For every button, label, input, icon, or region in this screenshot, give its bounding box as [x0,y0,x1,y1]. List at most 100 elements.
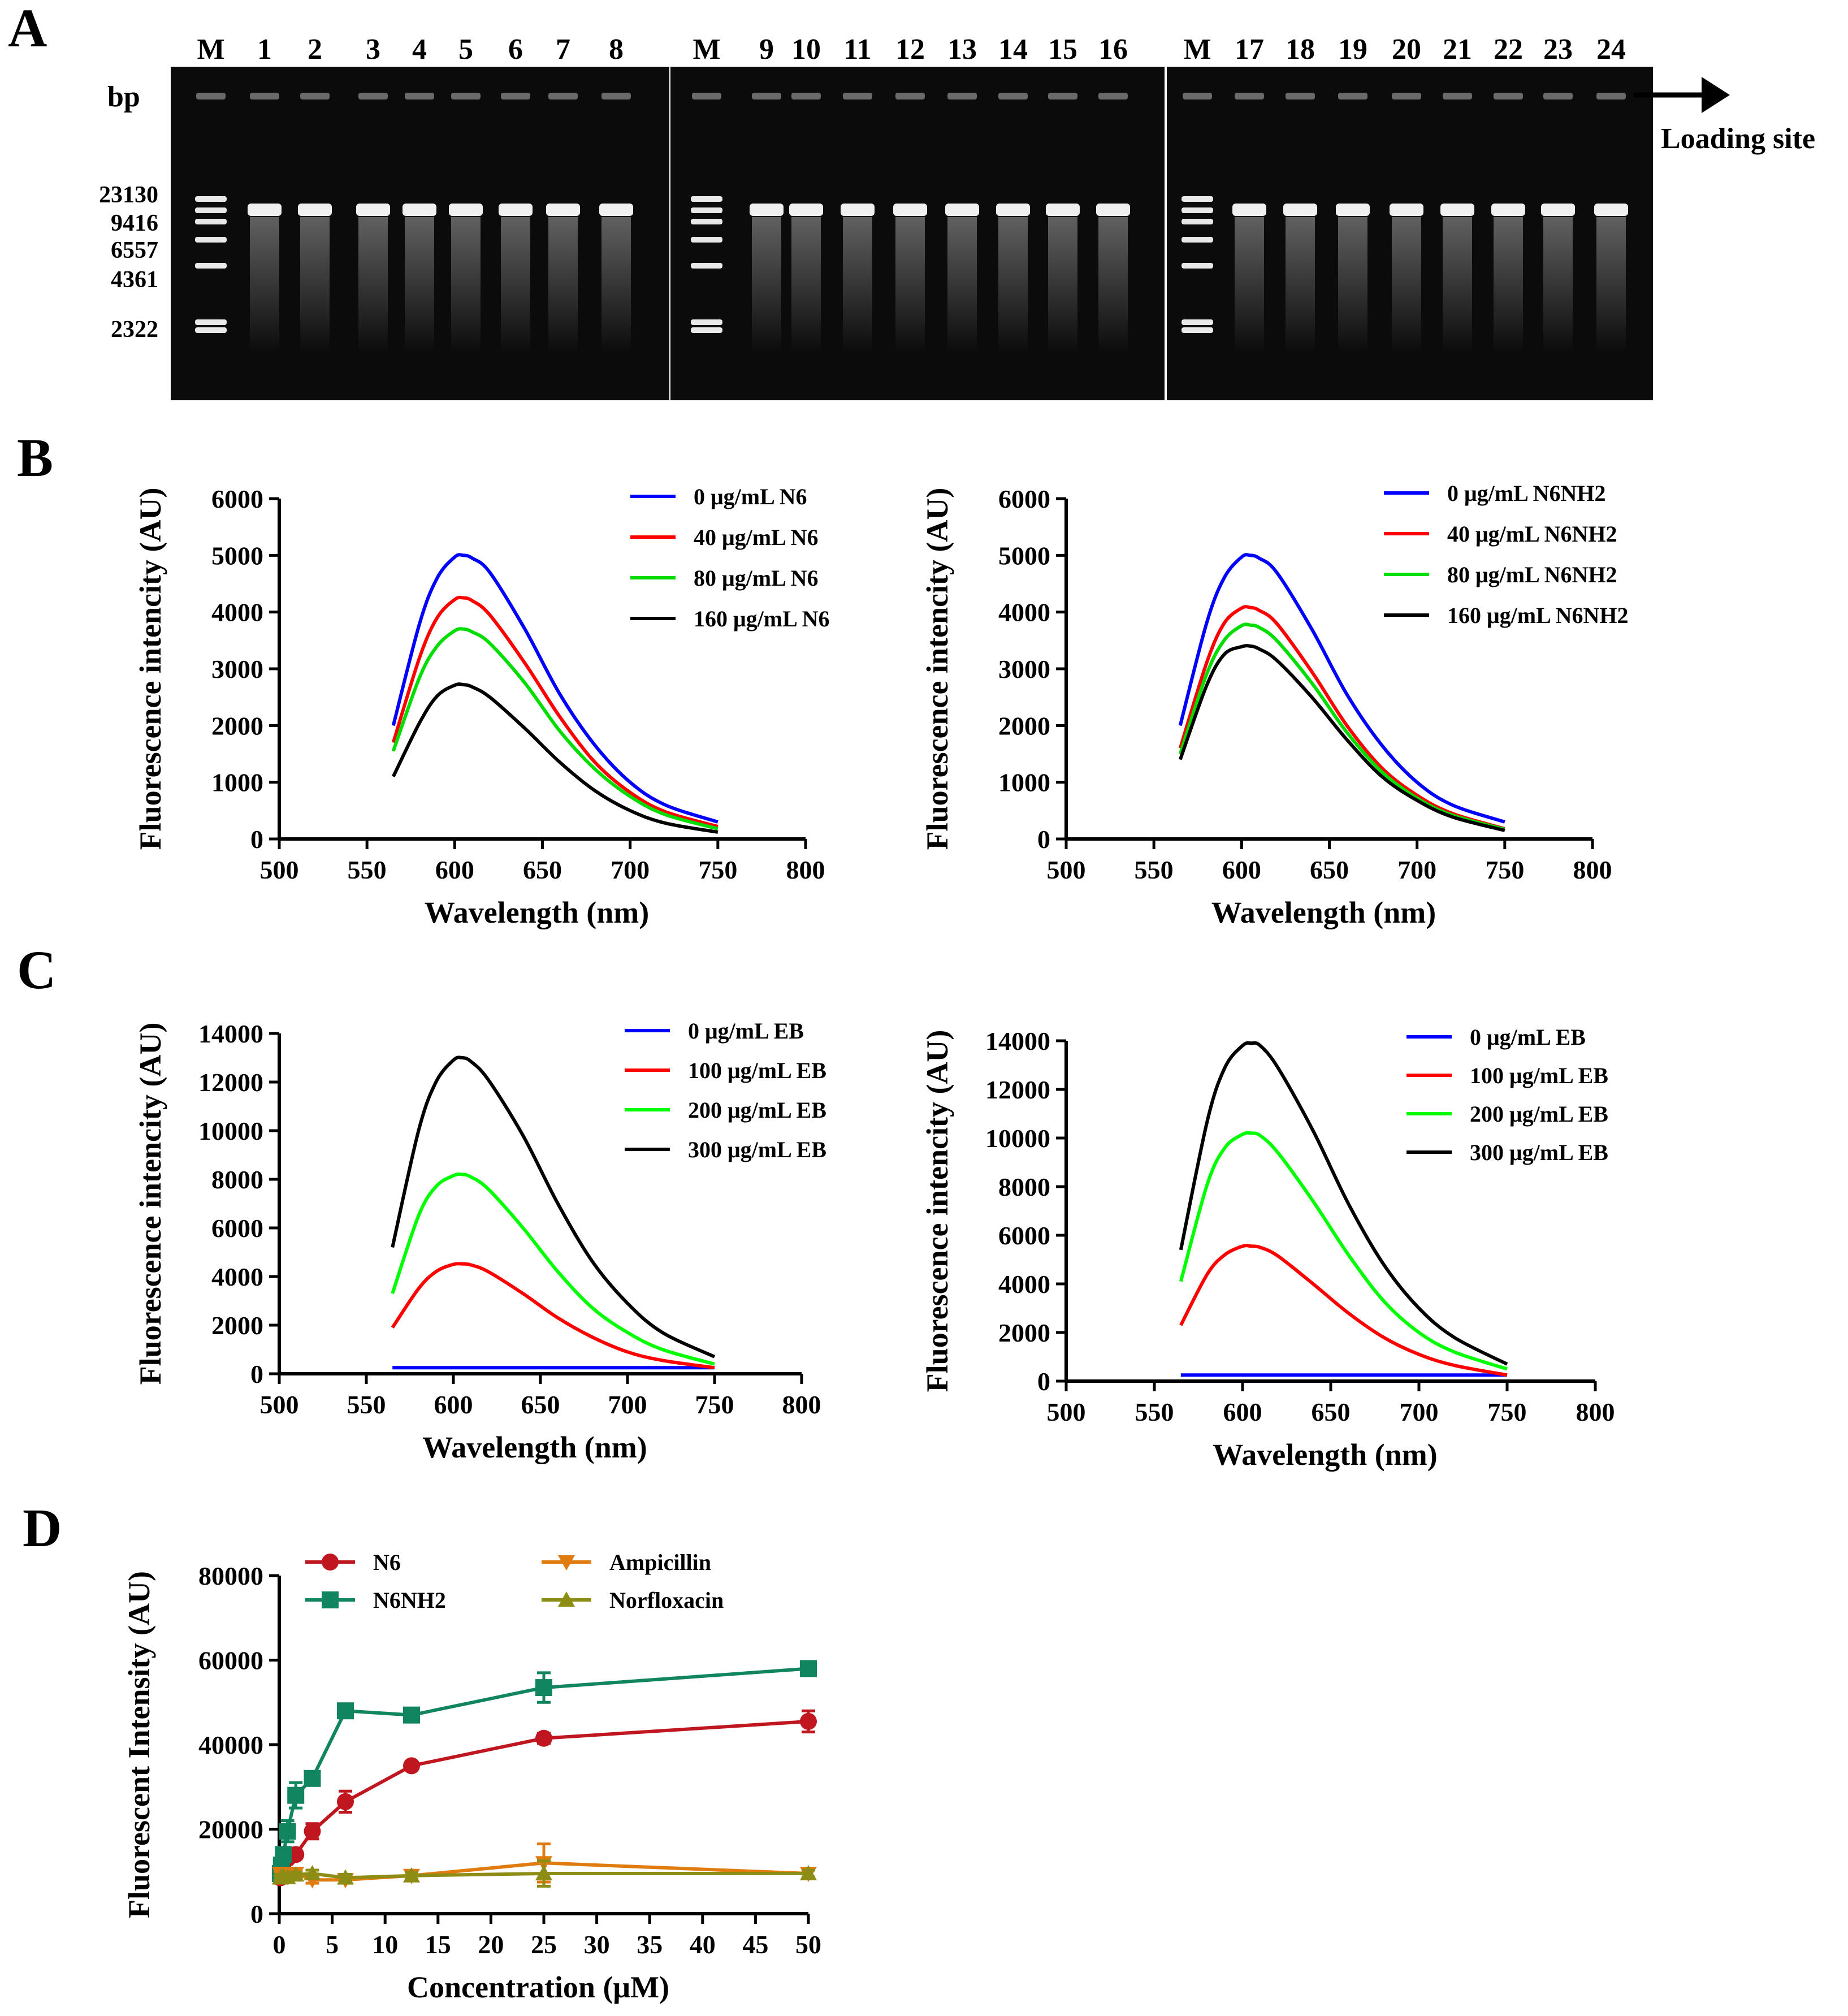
dna-smear [1543,217,1573,353]
y-tick-label-0: 0 [250,1900,263,1928]
dna-band [449,204,483,216]
lane-label-3: 3 [366,33,380,66]
well [358,93,388,99]
marker-band [691,207,722,213]
x-tick-label-500: 500 [1047,855,1086,884]
x-tick-label-700: 700 [1397,855,1436,884]
well [752,93,781,99]
series-200-g-ml-eb [391,1172,715,1366]
chart-c-left: 500 550 600 650 700 750 8000200040006000800010… [133,1018,826,1464]
series-line [1179,1244,1508,1377]
y-tick-label-5000: 5000 [211,541,263,570]
legend-label-200-g-ml-eb: 200 μg/mL EB [688,1097,826,1123]
marker-triangle-up [337,1869,354,1885]
legend: 0 μg/mL N6NH2 40 μg/mL N6NH2 80 μg/mL N6NH… [1384,481,1628,628]
legend-label-100-g-ml-eb: 100 μg/mL EB [1470,1063,1608,1088]
series-line [1179,1131,1508,1371]
series-200-g-ml-eb [1179,1131,1508,1371]
marker-triangle-up [558,1591,575,1607]
x-tick-label-800: 800 [1576,1398,1615,1426]
dna-smear [1443,217,1472,353]
x-tick-label-50: 50 [795,1930,821,1959]
dna-band [1096,204,1130,216]
dna-smear [1392,217,1421,353]
dna-smear [843,217,872,353]
y-axis-title: Fluorescence intencity (AU) [133,1023,167,1385]
lane-label-21: 21 [1443,33,1472,66]
x-axis-title: Wavelength (nm) [422,1430,647,1464]
lane-label-7: 7 [556,33,570,66]
x-tick-label-750: 750 [698,855,737,884]
marker-size-6557: 6557 [111,237,158,263]
arrow-right-icon [1702,77,1730,113]
marker-triangle-up [800,1864,817,1880]
y-tick-label-8000: 8000 [998,1173,1050,1201]
panel-d-letter: D [23,1498,62,1558]
marker-band [195,263,227,269]
y-axis-title: Fluorescence intencity (AU) [920,488,954,850]
legend-label-ampicillin: Ampicillin [609,1550,711,1575]
lane-label-5: 5 [458,33,473,66]
x-tick-label-0: 0 [273,1930,286,1959]
well [451,93,481,99]
marker-triangle-up [304,1864,321,1880]
dna-band [1232,204,1266,216]
y-tick-label-1000: 1000 [998,768,1050,797]
marker-square [403,1706,420,1724]
x-tick-label-550: 550 [1135,1398,1174,1426]
series-line [1178,622,1505,831]
well [1596,93,1626,99]
dna-smear [548,217,578,353]
series-line [1178,605,1505,830]
x-axis-title: Wavelength (nm) [1213,1438,1438,1472]
legend-label-40-g-ml-n6nh2: 40 μg/mL N6NH2 [1447,521,1617,547]
series-0-g-ml-n6 [391,553,719,824]
dna-smear [895,217,925,353]
chart-c-right: 500 550 600 650 700 750 8000200040006000800010… [920,1024,1615,1472]
lane-label-22: 22 [1494,33,1523,66]
x-tick-label-700: 700 [608,1390,647,1419]
dna-smear [405,217,434,353]
x-axis-title: Concentration (μM) [407,1970,669,2004]
marker-circle [535,1729,552,1747]
series-line [1178,644,1505,832]
well [548,93,578,99]
marker-triangle-up [287,1866,305,1882]
legend-label-0-g-ml-n6: 0 μg/mL N6 [694,484,807,509]
chart-b-n6: 500 550 600 650 700 750 800 0 1000 2000 3000 4000 50… [133,484,829,929]
x-axis-title: Wavelength (nm) [1211,895,1436,929]
marker-band [1181,219,1213,224]
marker-circle [337,1793,354,1810]
dna-smear [1596,217,1626,353]
lane-label-18: 18 [1286,33,1315,66]
well [1338,93,1367,99]
x-tick-label-35: 35 [637,1930,663,1959]
lane-label-16: 16 [1098,33,1128,66]
panel-c-letter: C [17,940,56,1000]
well [1286,93,1315,99]
legend: 0 μg/mL N6 40 μg/mL N6 80 μg/mL N6 160 μg/m… [630,484,829,631]
y-tick-label-6000: 6000 [998,1221,1050,1250]
well [1443,93,1472,99]
dna-smear [998,217,1028,353]
x-tick-label-750: 750 [1488,1398,1527,1426]
panel-a-letter: A [8,0,47,58]
dna-band [499,204,533,216]
lane-label-2: 2 [308,33,322,66]
x-tick-label-700: 700 [1400,1398,1439,1426]
legend-label-160-g-ml-n6: 160 μg/mL N6 [694,606,829,631]
legend: 0 μg/mL EB 100 μg/mL EB 200 μg/mL EB 300 μg… [1406,1024,1608,1165]
legend-label-100-g-ml-eb: 100 μg/mL EB [688,1058,826,1083]
dna-band [1390,204,1423,216]
x-tick-label-600: 600 [1223,1398,1262,1426]
marker-band [691,263,722,269]
bp-label: bp [107,81,140,113]
dna-band [1046,204,1080,216]
series-norfloxacin [271,1859,817,1888]
y-tick-label-0: 0 [250,1360,263,1388]
marker-band [195,237,227,243]
dna-band [1283,204,1317,216]
dna-smear [791,217,821,353]
dna-smear [601,217,631,353]
